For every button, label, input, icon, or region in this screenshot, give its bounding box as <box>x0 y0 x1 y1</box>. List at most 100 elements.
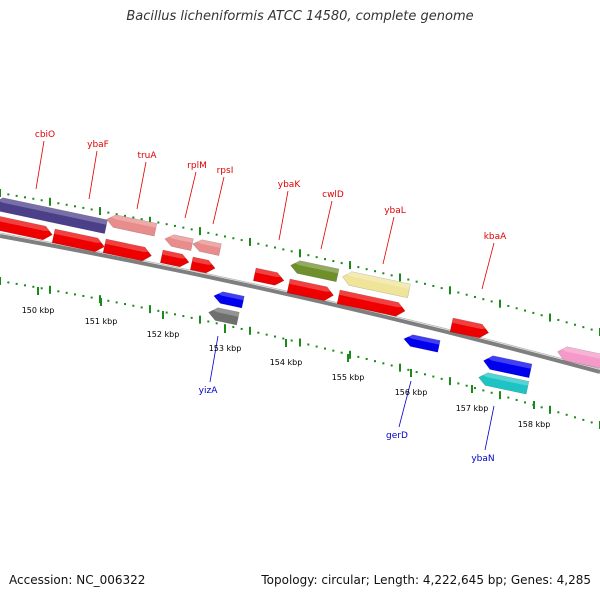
rev-dot-66 <box>549 405 551 414</box>
tick-label-153kbp: 153 kbp <box>209 344 242 353</box>
tick-label-154kbp: 154 kbp <box>270 358 303 367</box>
gene-label-rpsI[interactable]: rpsI <box>217 166 234 176</box>
scale-tick-0 <box>37 287 39 295</box>
fwd-dot-53 <box>440 287 443 290</box>
accession-text: Accession: NC_006322 <box>9 573 146 587</box>
fwd-dot-36 <box>299 249 301 258</box>
ybaN-leader <box>484 405 495 451</box>
gene-label-gerD[interactable]: gerD <box>386 431 408 441</box>
fwd-dot-12 <box>99 207 101 216</box>
rpsI-leader <box>212 176 225 225</box>
rev-dot-51 <box>424 373 426 376</box>
rev-dot-28 <box>232 326 235 329</box>
rev-dot-56 <box>465 384 468 387</box>
rev-dot-24 <box>199 315 201 324</box>
gene-label-yizA[interactable]: yizA <box>199 386 219 396</box>
ybaL-leader <box>382 216 395 265</box>
fwd-dot-19 <box>157 221 160 224</box>
fwd-dot-10 <box>82 206 85 209</box>
fwd-dot-43 <box>357 266 360 269</box>
fwd-dot-59 <box>490 300 493 303</box>
gene-label-ybaK[interactable]: ybaK <box>278 180 302 190</box>
cbiO-leader <box>35 140 45 190</box>
fwd-dot-65 <box>540 314 543 317</box>
fwd-dot-16 <box>132 216 135 219</box>
rev-dot-9 <box>74 293 76 296</box>
fwd-dot-62 <box>515 307 518 310</box>
rev-dot-55 <box>457 382 460 385</box>
fwd-dot-61 <box>507 304 510 307</box>
fwd-dot-33 <box>274 246 276 249</box>
right-cog-bar-shine <box>558 346 600 359</box>
truA-leader <box>136 161 147 210</box>
gene-label-cbiO[interactable]: cbiO <box>35 130 55 140</box>
fwd-dot-47 <box>390 274 393 277</box>
rev-dot-62 <box>515 398 518 401</box>
gene-label-rplM[interactable]: rplM <box>187 161 207 171</box>
fwd-dot-0 <box>0 189 1 197</box>
rev-dot-33 <box>274 335 276 338</box>
scale-tick-3 <box>224 325 226 333</box>
gene-label-cwlD[interactable]: cwlD <box>322 190 344 200</box>
backbone-line <box>0 234 600 374</box>
rev-dot-10 <box>82 294 85 297</box>
tick-label-156kbp: 156 kbp <box>395 388 428 397</box>
rev-dot-37 <box>307 343 310 346</box>
rev-dot-31 <box>257 331 260 334</box>
fwd-dot-21 <box>174 224 176 227</box>
gene-label-ybaN[interactable]: ybaN <box>471 454 494 464</box>
rev-dot-67 <box>557 411 560 414</box>
fwd-dot-63 <box>524 309 526 312</box>
gene-label-truA[interactable]: truA <box>137 151 157 161</box>
fwd-dot-39 <box>324 258 326 261</box>
rev-dot-40 <box>332 349 335 352</box>
rev-dot-50 <box>415 371 418 374</box>
cwlD-cog-bar <box>290 260 340 282</box>
gene-label-ybaL[interactable]: ybaL <box>384 206 406 216</box>
truA-arrow-shine <box>105 239 153 253</box>
fwd-dot-60 <box>499 299 501 308</box>
scale-tick-5 <box>347 354 349 362</box>
rev-dot-26 <box>215 322 218 325</box>
fwd-dot-15 <box>124 214 126 217</box>
yizA-arrow-shine <box>214 291 245 301</box>
rev-dot-70 <box>582 418 585 421</box>
ybaK-arrow <box>253 267 285 286</box>
fwd-dot-49 <box>407 278 410 281</box>
tick-label-158kbp: 158 kbp <box>518 420 551 429</box>
fwd-dot-17 <box>140 218 143 221</box>
fwd-dot-41 <box>340 262 343 265</box>
fwd-dot-29 <box>240 239 243 242</box>
rplM-leader <box>184 171 197 219</box>
ybaN-cog-bar-shine <box>479 372 529 386</box>
gene-label-ybaF[interactable]: ybaF <box>87 140 109 150</box>
fwd-dot-5 <box>40 199 43 202</box>
scale-tick-8 <box>533 401 535 409</box>
tick-label-157kbp: 157 kbp <box>456 404 489 413</box>
fwd-dot-66 <box>549 313 551 322</box>
gene-label-kbaA[interactable]: kbaA <box>484 232 507 242</box>
scale-tick-6 <box>410 369 412 377</box>
rev-dot-18 <box>149 305 151 314</box>
feature-layer <box>0 197 600 395</box>
fwd-dot-71 <box>590 328 593 331</box>
ybaF-arrow-shine <box>54 229 106 243</box>
rev-dot-4 <box>32 285 35 288</box>
ybaK-arrow-shine <box>255 268 285 277</box>
fwd-dot-58 <box>482 298 485 301</box>
rev-dot-59 <box>490 391 493 394</box>
yizA-leader <box>209 335 219 383</box>
kbaA-arrow <box>449 317 490 339</box>
rev-dot-47 <box>390 364 393 367</box>
rev-dot-65 <box>540 406 543 409</box>
fwd-dot-69 <box>574 323 576 326</box>
rev-dot-5 <box>40 287 43 290</box>
tick-label-155kbp: 155 kbp <box>332 373 365 382</box>
ybaN-arrow <box>483 355 533 378</box>
position-scale: 150 kbp 151 kbp 152 kbp 153 kbp 154 kbp … <box>22 287 551 429</box>
fwd-dot-18 <box>149 216 151 225</box>
ybaF-leader <box>88 150 98 200</box>
gene-label-layer: cbiO ybaF truA rplM rpsI ybaK cwlD ybaL … <box>35 130 507 464</box>
fwd-dot-35 <box>290 250 293 253</box>
rev-dot-22 <box>182 315 185 318</box>
